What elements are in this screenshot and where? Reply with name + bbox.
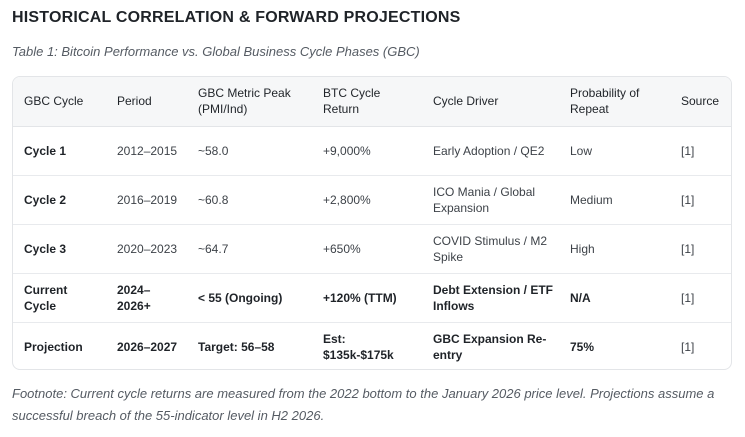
table-row: Cycle 2 2016–2019 ~60.8 +2,800% ICO Mani… xyxy=(13,174,731,224)
cell-period: 2026–2027 xyxy=(106,321,187,369)
cell-cycle: Cycle 1 xyxy=(24,143,67,158)
cell-metric-peak: ~64.7 xyxy=(187,223,312,273)
cell-probability: N/A xyxy=(559,272,670,322)
table-row: Projection 2026–2027 Target: 56–58 Est: … xyxy=(13,321,731,369)
cell-btc-return: +9,000% xyxy=(323,143,371,158)
cycle-table: GBC Cycle Period GBC Metric Peak (PMI/In… xyxy=(13,77,731,369)
table-row: Cycle 1 2012–2015 ~58.0 +9,000% Early Ad… xyxy=(13,126,731,175)
table-caption: Table 1: Bitcoin Performance vs. Global … xyxy=(12,44,420,59)
header-probability: Probability of Repeat xyxy=(559,77,670,127)
cell-btc-return: +120% (TTM) xyxy=(312,272,422,322)
cell-btc-return: +2,800% xyxy=(312,174,422,224)
cell-cycle: Cycle 2 xyxy=(13,174,106,224)
cell-metric-peak: ~60.8 xyxy=(187,174,312,224)
cell-metric-peak: ~58.0 xyxy=(198,143,229,158)
cell-period: 2020–2023 xyxy=(106,223,187,273)
cell-metric-peak: Target: 56–58 xyxy=(187,321,312,369)
cell-period: 2024–2026+ xyxy=(106,272,187,322)
cell-probability: 75% xyxy=(559,321,670,369)
header-btc-cycle-return: BTC Cycle Return xyxy=(312,77,422,127)
footnote: Footnote: Current cycle returns are meas… xyxy=(12,386,715,423)
cell-cycle: Current Cycle xyxy=(13,272,106,322)
header-gbc-metric-peak: GBC Metric Peak (PMI/Ind) xyxy=(187,77,312,127)
section-heading: HISTORICAL CORRELATION & FORWARD PROJECT… xyxy=(12,9,461,26)
cell-period: 2016–2019 xyxy=(106,174,187,224)
cell-metric-peak: < 55 (Ongoing) xyxy=(187,272,312,322)
header-source: Source xyxy=(670,77,731,127)
data-table-card: GBC Cycle Period GBC Metric Peak (PMI/In… xyxy=(12,76,732,370)
header-gbc-cycle: GBC Cycle xyxy=(13,77,106,127)
header-period: Period xyxy=(106,77,187,127)
cell-source: [1] xyxy=(681,143,695,158)
cell-cycle-driver: Debt Extension / ETF Inflows xyxy=(422,272,559,322)
table-row: Cycle 3 2020–2023 ~64.7 +650% COVID Stim… xyxy=(13,223,731,273)
cell-probability: Medium xyxy=(559,174,670,224)
cell-source: [1] xyxy=(670,321,731,369)
cell-cycle: Cycle 3 xyxy=(13,223,106,273)
cell-probability: High xyxy=(559,223,670,273)
cell-source: [1] xyxy=(670,223,731,273)
cell-period: 2012–2015 xyxy=(117,143,178,158)
cell-source: [1] xyxy=(670,174,731,224)
cell-source: [1] xyxy=(670,272,731,322)
cell-cycle: Projection xyxy=(13,321,106,369)
cell-cycle-driver: ICO Mania / Global Expansion xyxy=(422,174,559,224)
cell-cycle-driver: GBC Expansion Re-entry xyxy=(422,321,559,369)
cell-btc-return: Est: $135k-$175k xyxy=(312,321,422,369)
cell-btc-return: +650% xyxy=(312,223,422,273)
table-header-row: GBC Cycle Period GBC Metric Peak (PMI/In… xyxy=(13,77,731,127)
cell-cycle-driver: Early Adoption / QE2 xyxy=(433,143,545,158)
header-cycle-driver: Cycle Driver xyxy=(422,77,559,127)
cell-cycle-driver: COVID Stimulus / M2 Spike xyxy=(422,223,559,273)
table-row: Current Cycle 2024–2026+ < 55 (Ongoing) … xyxy=(13,272,731,322)
cell-probability: Low xyxy=(570,143,593,158)
